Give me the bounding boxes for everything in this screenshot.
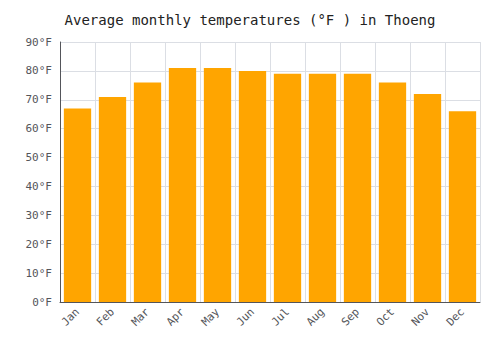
svg-text:Mar: Mar [129,305,152,328]
svg-text:Average monthly temperatures (: Average monthly temperatures (°F ) in Th… [65,12,436,28]
svg-text:80°F: 80°F [26,64,53,77]
svg-text:Jun: Jun [234,305,257,328]
svg-text:Jan: Jan [59,305,82,328]
svg-text:Jul: Jul [269,305,292,328]
svg-text:30°F: 30°F [26,209,53,222]
svg-text:50°F: 50°F [26,151,53,164]
svg-text:Aug: Aug [304,305,327,328]
svg-text:Sep: Sep [339,305,362,328]
svg-text:90°F: 90°F [26,36,53,49]
svg-text:Oct: Oct [374,305,397,328]
svg-text:20°F: 20°F [26,238,53,251]
svg-text:40°F: 40°F [26,180,53,193]
svg-text:Feb: Feb [94,305,117,328]
svg-text:70°F: 70°F [26,93,53,106]
svg-text:0°F: 0°F [32,296,52,309]
svg-text:Nov: Nov [409,305,432,328]
svg-text:May: May [199,305,222,328]
svg-text:10°F: 10°F [26,267,53,280]
svg-text:Apr: Apr [164,305,187,328]
svg-text:Dec: Dec [444,305,467,328]
svg-text:60°F: 60°F [26,122,53,135]
